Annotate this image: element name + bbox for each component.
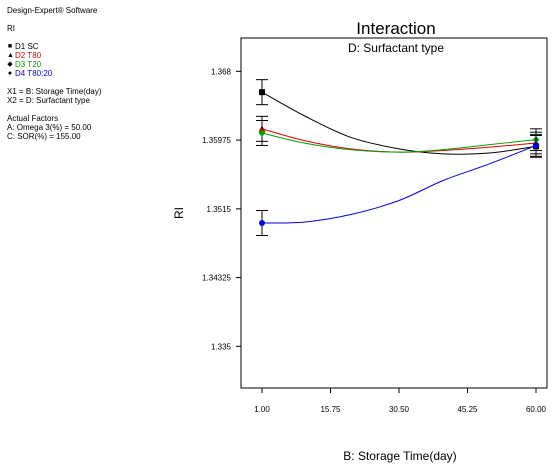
factor-x2-label: X2 = D: Surfactant type — [7, 96, 90, 105]
y-axis-title: RI — [172, 207, 186, 219]
circle-marker-icon: ● — [7, 70, 13, 77]
series-line — [261, 91, 537, 155]
plot-frame — [240, 37, 548, 389]
side-panel: Design-Expert® Software RI ■ D1 SC ▲ D2 T80… — [7, 6, 102, 141]
series-0 — [256, 79, 542, 158]
series-line — [261, 145, 537, 224]
series-1 — [256, 115, 542, 155]
diamond-marker-icon: ◆ — [7, 61, 13, 68]
chart-title: Interaction — [356, 19, 435, 38]
x-tick-label: 60.00 — [526, 405, 547, 414]
x-axis-title: B: Storage Time(day) — [343, 449, 456, 463]
legend-item: ● D4 T80:20 — [7, 69, 102, 78]
chart-subtitle: D: Surfactant type — [348, 41, 444, 55]
y-tick-label: 1.3515 — [207, 205, 232, 214]
legend: ■ D1 SC ▲ D2 T80 ◆ D3 T20 ● D4 T80:20 — [7, 42, 102, 78]
x-tick-label: 1.00 — [254, 405, 270, 414]
triangle-marker-icon: ▲ — [7, 52, 14, 59]
square-marker-icon: ■ — [7, 43, 13, 50]
legend-label: D3 T20 — [15, 60, 42, 69]
legend-label: D2 T80 — [15, 51, 42, 60]
x-tick-label: 30.50 — [389, 405, 410, 414]
series-line — [261, 132, 537, 153]
y-tick-label: 1.335 — [211, 342, 232, 351]
actual-factors-heading: Actual Factors — [7, 114, 59, 123]
series-3 — [256, 134, 542, 236]
x-tick-label: 45.25 — [457, 405, 478, 414]
data-point — [259, 89, 265, 96]
y-tick-label: 1.35975 — [202, 136, 231, 145]
y-tick-label: 1.34325 — [202, 274, 231, 283]
y-tick-label: 1.368 — [211, 67, 232, 76]
legend-label: D1 SC — [15, 42, 39, 51]
factor-c-value: C: SOR(%) = 155.00 — [7, 132, 81, 141]
data-point — [258, 129, 266, 137]
y-axis: 1.335 1.34325 1.3515 1.35975 1.368 — [202, 67, 241, 351]
data-point — [259, 220, 265, 226]
factor-x1-label: X1 = B: Storage Time(day) — [7, 87, 102, 96]
factor-a-value: A: Omega 3(%) = 50.00 — [7, 123, 92, 132]
legend-item: ◆ D3 T20 — [7, 60, 102, 69]
response-label: RI — [7, 24, 15, 33]
legend-label: D4 T80:20 — [15, 69, 53, 78]
x-axis: 1.00 15.75 30.50 45.25 60.00 — [254, 388, 547, 414]
x-tick-label: 15.75 — [320, 405, 341, 414]
series-2 — [256, 120, 542, 153]
series-layer — [256, 79, 542, 236]
legend-item: ▲ D2 T80 — [7, 51, 102, 60]
software-label: Design-Expert® Software — [7, 6, 98, 15]
data-point — [533, 142, 539, 149]
legend-item: ■ D1 SC — [7, 42, 102, 51]
